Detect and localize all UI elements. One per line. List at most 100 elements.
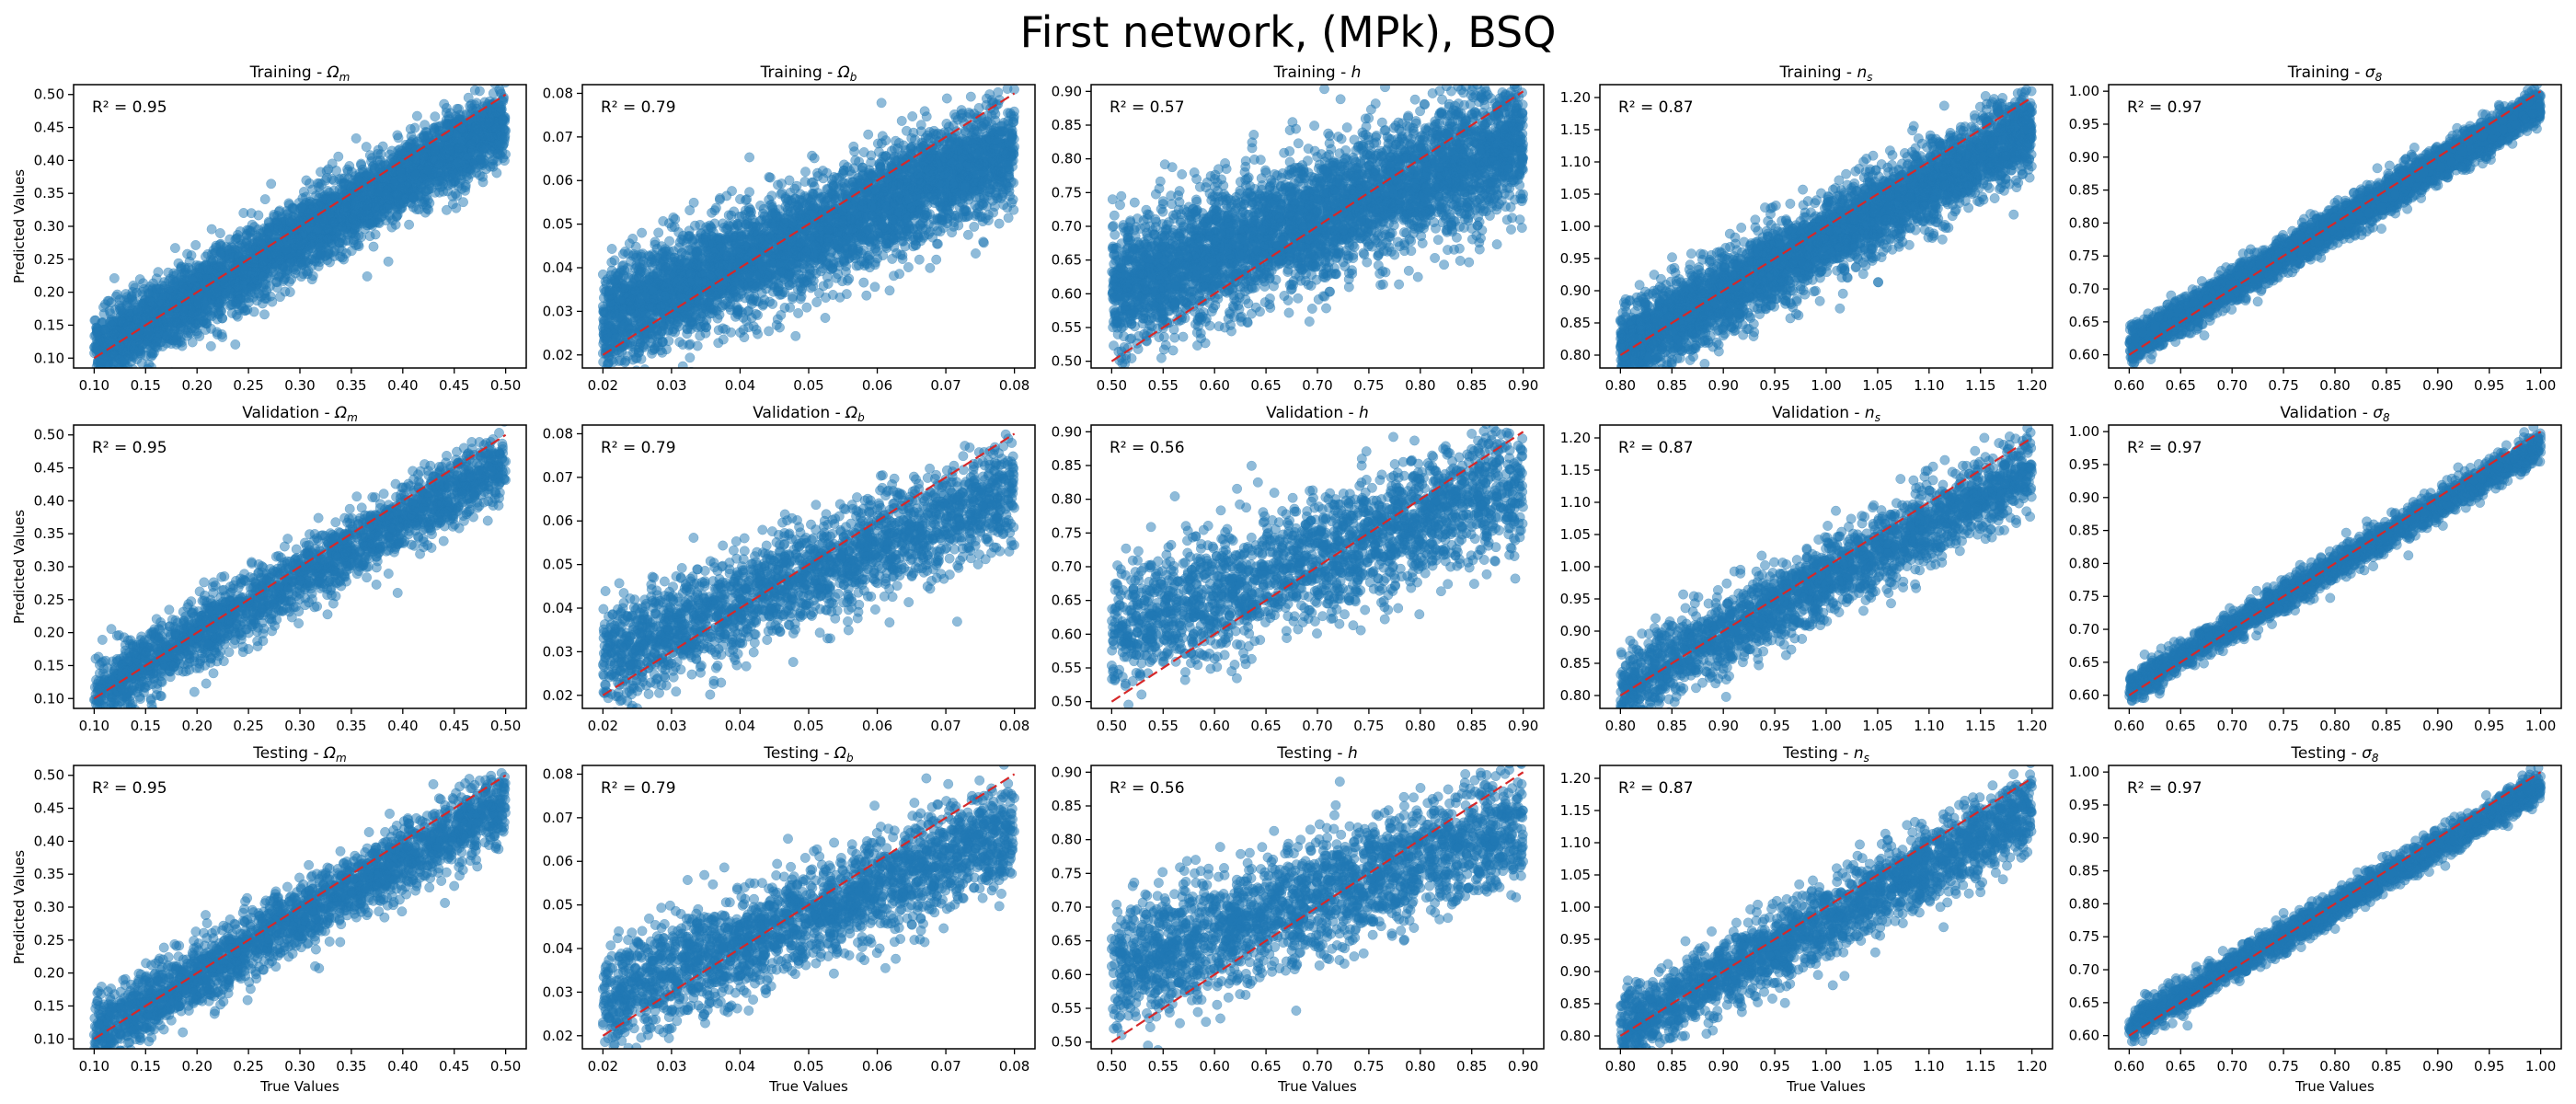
data-point (441, 204, 452, 215)
data-point (348, 213, 359, 224)
data-point (497, 115, 508, 125)
data-point (430, 111, 441, 122)
data-point (368, 241, 379, 252)
data-point (407, 186, 418, 197)
data-point (392, 190, 403, 201)
data-point (382, 203, 393, 214)
subplot: 0.02 0.03 0.04 0.05 0.06 0.07 0.080.020.030.04… (543, 63, 1036, 394)
data-point (281, 244, 292, 255)
data-point (255, 228, 266, 239)
data-point (340, 178, 351, 190)
data-point (322, 186, 333, 196)
data-point (450, 160, 461, 171)
data-point (89, 330, 100, 341)
subplot: 0.10 0.15 0.20 0.25 0.30 0.35 0.40 0.45 0.500.10… (11, 63, 527, 394)
data-point (497, 71, 506, 80)
data-point (295, 257, 306, 268)
data-point (147, 297, 158, 308)
data-point (377, 141, 388, 152)
data-point (439, 98, 450, 109)
data-point (233, 281, 244, 292)
data-point (230, 339, 241, 350)
data-point (474, 72, 483, 81)
data-point (257, 298, 268, 309)
data-point (467, 145, 477, 156)
data-point (381, 172, 392, 183)
data-point (340, 201, 351, 212)
data-point (201, 251, 211, 262)
data-point (211, 240, 222, 251)
data-point (313, 260, 324, 271)
data-point (298, 187, 309, 197)
data-point (370, 229, 381, 240)
data-point (294, 240, 305, 251)
figure-title: First network, (MPk), BSQ (0, 7, 2576, 57)
data-point (465, 100, 476, 111)
data-point (479, 143, 490, 153)
data-point (333, 151, 344, 162)
y-tick-label: 0.30 (34, 218, 64, 235)
data-point (144, 326, 155, 337)
data-point (430, 145, 440, 156)
data-point (428, 122, 439, 133)
data-point (169, 367, 175, 368)
y-tick-label: 0.10 (34, 350, 64, 366)
data-point (476, 154, 487, 165)
data-point (109, 367, 114, 368)
data-point (362, 270, 373, 282)
data-point (418, 199, 429, 210)
data-point (246, 283, 257, 294)
data-point (302, 269, 313, 280)
data-point (151, 273, 162, 284)
data-point (110, 304, 121, 315)
data-point (293, 215, 305, 226)
x-tick-label: 0.45 (439, 377, 469, 394)
data-point (884, 285, 895, 296)
y-tick-label: 0.50 (34, 86, 64, 103)
data-point (500, 126, 511, 137)
data-point (410, 169, 421, 180)
data-point (114, 294, 125, 305)
data-point (253, 210, 264, 221)
data-point (109, 351, 120, 362)
data-point (128, 364, 138, 368)
data-point (405, 123, 416, 134)
data-point (178, 305, 189, 316)
data-point (408, 134, 419, 145)
data-point (385, 213, 396, 224)
data-point (315, 242, 326, 253)
data-point (311, 190, 321, 201)
data-point (265, 281, 275, 292)
data-point (259, 309, 270, 320)
data-point (271, 215, 282, 226)
data-point (109, 272, 120, 283)
data-point (132, 313, 143, 324)
data-point (321, 166, 332, 177)
y-tick-label: 0.35 (34, 185, 64, 201)
data-point (106, 319, 117, 330)
data-point (393, 132, 404, 144)
data-point (242, 224, 253, 236)
x-tick-label: 0.40 (387, 377, 418, 394)
data-point (116, 362, 127, 368)
data-point (184, 256, 195, 267)
data-point (284, 258, 295, 269)
data-point (362, 220, 373, 231)
data-point (397, 172, 408, 183)
x-tick-label: 0.35 (336, 377, 366, 394)
data-point (212, 328, 223, 339)
data-point (346, 167, 357, 178)
data-point (113, 369, 122, 378)
data-point (205, 340, 216, 351)
data-point (221, 242, 232, 253)
data-point (190, 323, 201, 334)
data-point (335, 251, 346, 262)
data-point (314, 181, 324, 192)
data-point (98, 337, 109, 348)
data-point (969, 221, 980, 232)
data-point (484, 112, 495, 123)
data-point (493, 70, 502, 79)
data-point (395, 204, 406, 215)
x-tick-label: 0.20 (181, 377, 212, 394)
data-point (475, 112, 486, 123)
